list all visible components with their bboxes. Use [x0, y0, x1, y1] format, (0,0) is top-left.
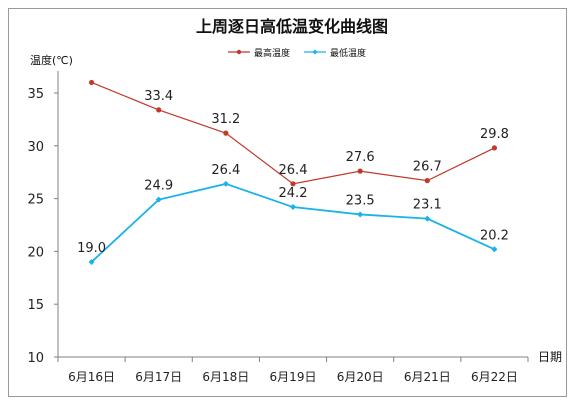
data-label-high: 26.4 [279, 163, 308, 178]
x-tick-label: 6月18日 [202, 370, 249, 384]
chart-frame [8, 8, 567, 397]
data-label-high: 26.7 [413, 160, 442, 175]
point-high [290, 181, 296, 187]
data-label-high: 31.2 [211, 112, 240, 127]
y-tick-label: 30 [27, 140, 44, 155]
point-high [156, 107, 162, 113]
point-high [357, 168, 363, 174]
data-label-low: 19.0 [77, 241, 106, 256]
y-tick-label: 15 [27, 298, 44, 313]
point-high [88, 79, 95, 86]
point-low [357, 211, 364, 218]
chart-title: 上周逐日高低温变化曲线图 [196, 17, 388, 36]
point-low [222, 180, 229, 187]
series-layer [88, 79, 498, 265]
axes: 10 15 20 25 30 35 6月16日 6月17日 6月18日 6月19日 6月20日 6月2… [27, 71, 529, 384]
data-label-low: 26.4 [211, 163, 240, 178]
legend-item-high: 最高温度 [228, 47, 290, 59]
y-tick-label: 10 [27, 351, 44, 366]
legend-low-label: 最低温度 [330, 47, 366, 59]
data-label-low: 24.2 [279, 186, 308, 201]
y-tick-label: 20 [27, 245, 44, 260]
data-label-low: 23.1 [413, 198, 442, 213]
data-label-low: 24.9 [144, 179, 173, 194]
point-high [223, 130, 229, 136]
legend-high-marker [236, 49, 242, 55]
point-high [491, 145, 498, 151]
point-low [155, 196, 162, 203]
x-tick-label: 6月16日 [68, 370, 115, 384]
x-tick-label: 6月19日 [270, 370, 317, 384]
data-label-low: 23.5 [346, 193, 375, 208]
data-label-low: 20.2 [480, 228, 509, 243]
point-low [290, 204, 296, 211]
labels-layer: 33.4 31.2 26.4 27.6 26.7 29.8 19.0 24.9 26.4 24.2… [77, 89, 509, 256]
x-tick-label: 6月22日 [471, 370, 518, 384]
point-low [491, 246, 498, 253]
legend: 最高温度 最低温度 [228, 47, 366, 59]
point-low [424, 215, 431, 222]
point-high [424, 178, 430, 184]
data-label-high: 27.6 [346, 150, 375, 165]
legend-high-label: 最高温度 [254, 47, 290, 59]
y-tick-label: 25 [27, 193, 44, 208]
x-axis-label: 日期 [538, 350, 562, 364]
x-tick-label: 6月21日 [404, 370, 451, 384]
legend-item-low: 最低温度 [304, 47, 366, 59]
point-low [88, 258, 95, 265]
x-tick-label: 6月17日 [135, 370, 182, 384]
y-axis-label: 温度(℃) [30, 53, 73, 67]
data-label-high: 29.8 [480, 127, 509, 142]
x-tick-label: 6月20日 [337, 370, 384, 384]
y-tick-label: 35 [27, 87, 44, 102]
data-label-high: 33.4 [144, 89, 173, 104]
legend-low-marker [312, 49, 318, 55]
